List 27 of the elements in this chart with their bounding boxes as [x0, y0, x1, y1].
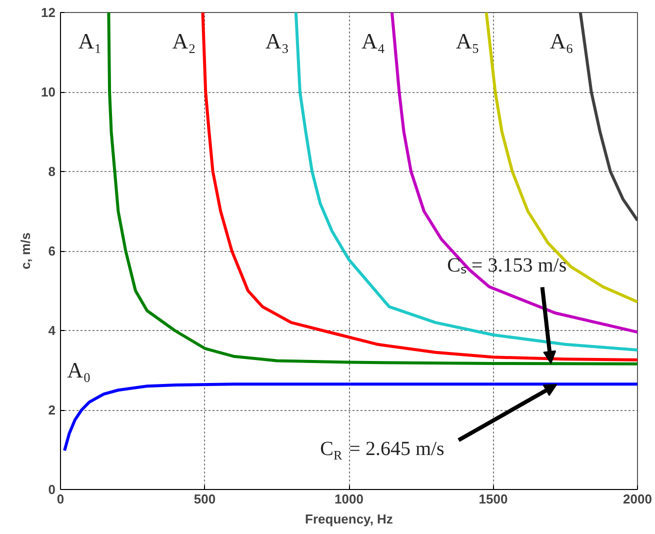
- x-axis-title: Frequency, Hz: [305, 512, 394, 526]
- series-label: A₂: [172, 28, 196, 54]
- y-tick-label: 12: [41, 5, 56, 20]
- x-tick-label: 500: [194, 492, 216, 506]
- y-tick-label: 8: [48, 164, 56, 179]
- series-label: A₄: [362, 28, 386, 54]
- line-series: [390, 12, 638, 334]
- line-series: [484, 12, 638, 304]
- y-tick-label: 2: [48, 402, 56, 418]
- y-tick-label: 10: [41, 84, 56, 100]
- line-series: [578, 12, 638, 222]
- series-label: A₃: [265, 28, 289, 54]
- series-label: A₀: [67, 357, 91, 382]
- series-label: A₁: [78, 28, 102, 54]
- line-series: [294, 12, 638, 352]
- x-tick-label: 2000: [623, 492, 652, 506]
- line-series: [201, 12, 638, 362]
- annotation: Cₛ = 3.153 m/s: [447, 254, 567, 277]
- x-tick-label: 1500: [478, 492, 508, 506]
- y-tick-label: 0: [48, 482, 56, 497]
- series-label: A₅: [456, 28, 480, 54]
- x-tick-label: 1000: [334, 492, 364, 506]
- y-tick-label: 4: [48, 323, 56, 338]
- series-label: A₆: [550, 28, 574, 54]
- line-series: [107, 12, 638, 366]
- y-tick-label: 6: [48, 244, 56, 258]
- y-axis-title: c, m/s: [18, 232, 34, 270]
